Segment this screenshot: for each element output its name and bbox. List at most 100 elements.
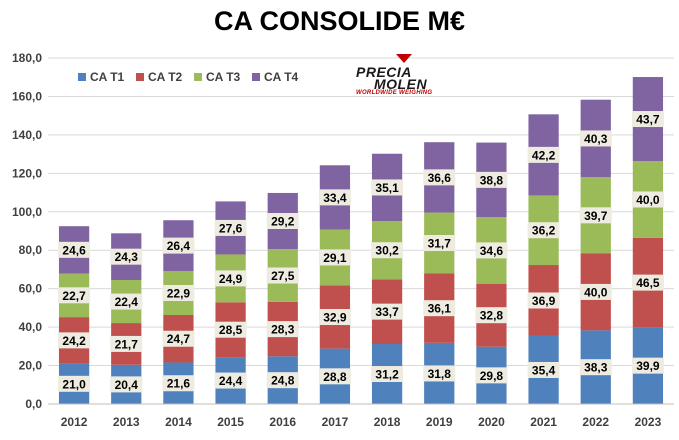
data-label-box xyxy=(318,368,351,385)
data-label-box xyxy=(58,332,91,349)
data-label-box xyxy=(162,330,195,347)
x-tick-label: 2023 xyxy=(635,415,662,429)
data-label-box xyxy=(110,248,143,265)
y-tick-label: 60,0 xyxy=(19,282,43,296)
data-label-box xyxy=(266,213,299,230)
legend-swatch xyxy=(194,73,202,81)
y-tick-label: 180,0 xyxy=(12,51,42,65)
data-label-box xyxy=(527,292,560,309)
data-label: 40,0 xyxy=(584,285,608,299)
data-label: 29,2 xyxy=(271,215,295,229)
data-label-box xyxy=(631,274,664,291)
data-label: 36,6 xyxy=(428,171,452,185)
data-label-box xyxy=(631,357,664,374)
data-label: 24,7 xyxy=(167,332,191,346)
bars xyxy=(58,77,664,404)
data-label-box xyxy=(371,242,404,259)
legend-entry: CA T2 xyxy=(148,70,183,84)
data-label-box xyxy=(318,249,351,266)
logo-tagline: WORLDWIDE WEIGHING xyxy=(356,90,433,96)
data-label-box xyxy=(58,241,91,258)
x-tick-label: 2017 xyxy=(322,415,349,429)
chart-title: CA CONSOLIDE M€ xyxy=(213,6,465,36)
data-label: 35,4 xyxy=(532,363,556,377)
data-label: 29,1 xyxy=(323,251,347,265)
y-tick-label: 140,0 xyxy=(12,128,42,142)
data-label: 38,8 xyxy=(480,173,504,187)
data-label-box xyxy=(475,171,508,188)
data-label-box xyxy=(371,303,404,320)
data-label: 39,7 xyxy=(584,209,608,223)
x-tick-label: 2022 xyxy=(582,415,609,429)
data-label: 20,4 xyxy=(115,378,139,392)
data-label-box xyxy=(527,146,560,163)
data-label-box xyxy=(371,179,404,196)
data-label-box xyxy=(58,287,91,304)
data-label: 35,1 xyxy=(375,181,399,195)
y-tick-label: 20,0 xyxy=(19,359,43,373)
data-label: 32,8 xyxy=(480,309,504,323)
data-label: 28,3 xyxy=(271,323,295,337)
legend-entry: CA T4 xyxy=(264,70,299,84)
data-label: 24,8 xyxy=(271,374,295,388)
data-label: 32,9 xyxy=(323,311,347,325)
x-tick-label: 2020 xyxy=(478,415,505,429)
data-label-box xyxy=(162,284,195,301)
logo-mark-icon xyxy=(396,54,412,63)
data-label-box xyxy=(579,207,612,224)
data-label: 29,8 xyxy=(480,369,504,383)
data-label: 28,8 xyxy=(323,370,347,384)
precia-molen-logo: PRECIA MOLEN WORLDWIDE WEIGHING xyxy=(352,54,448,96)
data-label: 31,2 xyxy=(375,368,399,382)
x-tick-label: 2019 xyxy=(426,415,453,429)
data-label: 36,2 xyxy=(532,224,556,238)
data-label-box xyxy=(475,307,508,324)
x-tick-label: 2012 xyxy=(61,415,88,429)
data-label-box xyxy=(110,335,143,352)
x-tick-label: 2018 xyxy=(374,415,401,429)
data-label-box xyxy=(110,293,143,310)
legend-entry: CA T1 xyxy=(90,70,125,84)
data-label: 34,6 xyxy=(480,244,504,258)
data-label: 22,9 xyxy=(167,286,191,300)
data-label-box xyxy=(423,365,456,382)
data-label-box xyxy=(475,242,508,259)
data-label: 21,0 xyxy=(62,377,86,391)
data-label: 21,6 xyxy=(167,377,191,391)
data-label: 22,4 xyxy=(115,295,139,309)
data-label-box xyxy=(110,376,143,393)
data-label: 31,7 xyxy=(428,237,452,251)
x-tick-label: 2021 xyxy=(530,415,557,429)
y-tick-label: 100,0 xyxy=(12,205,42,219)
data-label-box xyxy=(162,375,195,392)
data-label-box xyxy=(266,267,299,284)
data-label-box xyxy=(371,366,404,383)
y-tick-label: 80,0 xyxy=(19,243,43,257)
data-label: 33,7 xyxy=(375,305,399,319)
data-label: 38,3 xyxy=(584,361,608,375)
data-label-box xyxy=(631,111,664,128)
logo-line2: MOLEN xyxy=(374,76,428,92)
x-tick-label: 2015 xyxy=(217,415,244,429)
gridlines xyxy=(48,57,674,405)
x-tick-label: 2013 xyxy=(113,415,140,429)
data-label-box xyxy=(423,235,456,252)
data-label-box xyxy=(58,375,91,392)
data-label-box xyxy=(631,191,664,208)
data-label-box xyxy=(318,189,351,206)
legend: CA T1 CA T2 CA T3 CA T4 xyxy=(78,70,299,84)
y-tick-label: 160,0 xyxy=(12,89,42,103)
data-label: 27,5 xyxy=(271,269,295,283)
data-label-box xyxy=(423,300,456,317)
y-tick-label: 40,0 xyxy=(19,320,43,334)
data-label: 43,7 xyxy=(636,113,660,127)
legend-swatch xyxy=(136,73,144,81)
data-label: 31,8 xyxy=(428,367,452,381)
data-label-box xyxy=(579,283,612,300)
legend-swatch xyxy=(78,73,86,81)
x-tick-label: 2014 xyxy=(165,415,192,429)
data-label: 46,5 xyxy=(636,276,660,290)
data-label: 36,9 xyxy=(532,294,556,308)
legend-swatch xyxy=(252,73,260,81)
data-label: 40,0 xyxy=(636,193,660,207)
